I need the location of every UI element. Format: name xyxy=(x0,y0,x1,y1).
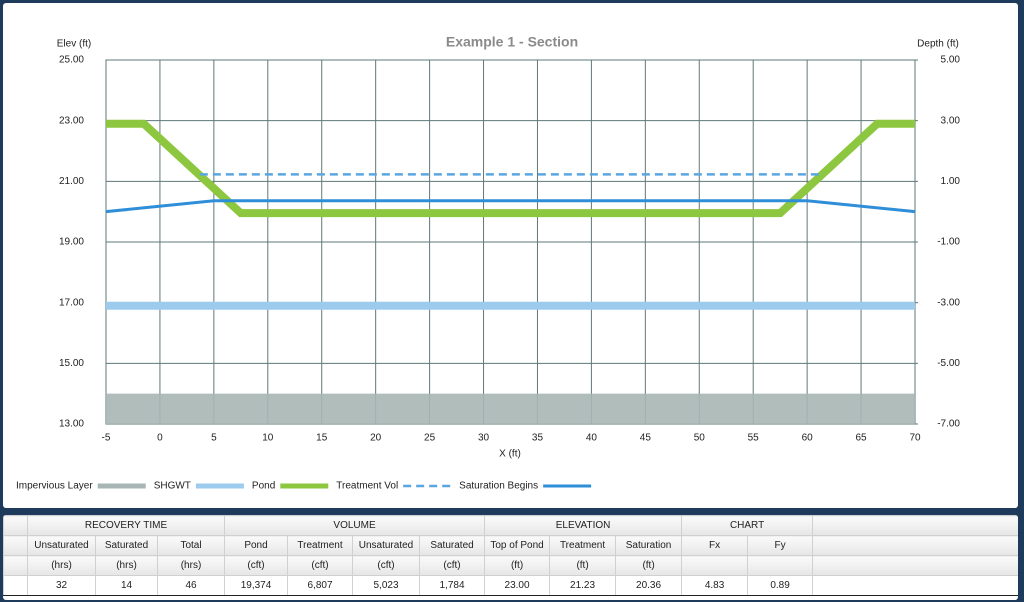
y-axis-label: Elev (ft) xyxy=(57,39,91,50)
table-cell: RECOVERY TIME xyxy=(27,515,225,536)
table-cell: Unsaturated xyxy=(352,535,420,556)
table-cell xyxy=(3,515,28,536)
y-tick-label: 21.00 xyxy=(59,176,84,187)
y-tick-label: 13.00 xyxy=(59,419,84,430)
x-tick-label: 60 xyxy=(802,433,814,444)
y-tick-label: 17.00 xyxy=(59,297,84,308)
table-cell: 46 xyxy=(157,575,225,596)
table-cell: (hrs) xyxy=(157,555,225,576)
table-row: RECOVERY TIME VOLUME ELEVATION CHART xyxy=(3,515,1018,536)
table-cell: Fx xyxy=(681,535,749,556)
table-cell xyxy=(812,575,1018,596)
table-cell: Saturated xyxy=(95,535,158,556)
legend-label: Impervious Layer xyxy=(16,481,93,492)
x-tick-label: 30 xyxy=(478,433,490,444)
table-cell: (cft) xyxy=(352,555,420,576)
table-cell: (hrs) xyxy=(27,555,96,576)
table-cell: (ft) xyxy=(615,555,683,576)
x-tick-label: 15 xyxy=(316,433,328,444)
x-axis-label: X (ft) xyxy=(499,449,521,460)
table-cell: Top of Pond xyxy=(484,535,551,556)
table-row: 32 14 46 19,374 6,807 5,023 1,784 23.00 21.23 20.… xyxy=(3,575,1018,596)
y2-tick-label: -3.00 xyxy=(937,297,960,308)
table-cell: 21.23 xyxy=(549,575,617,596)
table-cell: Saturated xyxy=(418,535,486,556)
table-cell: VOLUME xyxy=(223,515,486,536)
impervious-area xyxy=(106,393,915,424)
chart-title: Example 1 - Section xyxy=(446,34,578,50)
table-cell: 14 xyxy=(95,575,158,596)
series-line xyxy=(105,199,916,214)
table-cell xyxy=(747,555,814,576)
x-tick-label: 50 xyxy=(694,433,706,444)
y2-tick-label: 1.00 xyxy=(941,176,961,187)
legend-label: SHGWT xyxy=(154,481,191,492)
x-tick-label: 70 xyxy=(909,433,921,444)
table-cell: (ft) xyxy=(549,555,617,576)
x-tick-label: 35 xyxy=(532,433,544,444)
x-tick-label: 20 xyxy=(370,433,382,444)
table-cell: (ft) xyxy=(484,555,551,576)
table-cell: CHART xyxy=(681,515,814,536)
table-cell: Saturation xyxy=(615,535,683,556)
x-tick-label: 45 xyxy=(640,433,652,444)
y-tick-label: 19.00 xyxy=(59,237,84,248)
table-row: (hrs) (hrs) (hrs) (cft) (cft) (cft) (cft) (ft)(… xyxy=(3,555,1018,576)
table-cell: (hrs) xyxy=(95,555,158,576)
table-cell xyxy=(3,555,28,576)
table-cell: Fy xyxy=(747,535,814,556)
series-line xyxy=(106,119,915,218)
y2-tick-label: -5.00 xyxy=(937,358,960,369)
y2-axis-label: Depth (ft) xyxy=(917,39,959,50)
table-cell: 1,784 xyxy=(418,575,486,596)
table-cell: Treatment xyxy=(549,535,617,556)
x-tick-label: -5 xyxy=(102,433,111,444)
x-tick-label: 10 xyxy=(262,433,274,444)
table-cell: (cft) xyxy=(224,555,288,576)
results-table-panel: RECOVERY TIME VOLUME ELEVATION CHART Unsatur… xyxy=(3,515,1018,600)
table-cell xyxy=(812,535,1018,556)
table-cell: 19,374 xyxy=(224,575,288,596)
table-cell xyxy=(3,535,28,556)
table-cell: Treatment xyxy=(287,535,353,556)
x-tick-label: 5 xyxy=(211,433,217,444)
y2-tick-label: -7.00 xyxy=(937,419,960,430)
table-cell xyxy=(681,555,749,576)
legend-label: Saturation Begins xyxy=(459,481,538,492)
table-row: Unsaturated Saturated Total Pond Treatment Un… xyxy=(3,535,1018,556)
x-tick-label: 0 xyxy=(157,433,163,444)
table-cell: 0.89 xyxy=(747,575,814,596)
y2-tick-label: 3.00 xyxy=(941,115,961,126)
legend-label: Treatment Vol xyxy=(336,481,398,492)
table-cell: 23.00 xyxy=(484,575,551,596)
x-tick-label: 65 xyxy=(856,433,868,444)
y2-tick-label: -1.00 xyxy=(937,237,960,248)
x-tick-label: 40 xyxy=(586,433,598,444)
legend-label: Pond xyxy=(252,481,275,492)
table-cell: Total xyxy=(157,535,225,556)
table-cell: 4.83 xyxy=(681,575,749,596)
y2-tick-label: 5.00 xyxy=(941,55,961,66)
chart: Example 1 - Section Elev (ft) Depth (ft)… xyxy=(16,34,961,492)
table-cell: 20.36 xyxy=(615,575,683,596)
y-tick-label: 15.00 xyxy=(59,358,84,369)
table-cell: 5,023 xyxy=(352,575,420,596)
table-cell xyxy=(812,515,1018,536)
table-cell: ELEVATION xyxy=(484,515,683,536)
x-tick-label: 25 xyxy=(424,433,436,444)
table-cell: (cft) xyxy=(418,555,486,576)
table-cell: (cft) xyxy=(287,555,353,576)
table-cell xyxy=(812,555,1018,576)
table-cell: Pond xyxy=(224,535,288,556)
table-cell: 6,807 xyxy=(287,575,353,596)
y-tick-label: 23.00 xyxy=(59,115,84,126)
y-tick-label: 25.00 xyxy=(59,55,84,66)
table-cell xyxy=(3,575,28,596)
x-tick-label: 55 xyxy=(748,433,760,444)
table-cell: Unsaturated xyxy=(27,535,96,556)
results-table: RECOVERY TIME VOLUME ELEVATION CHART Unsatur… xyxy=(3,515,1018,596)
table-cell: 32 xyxy=(27,575,96,596)
